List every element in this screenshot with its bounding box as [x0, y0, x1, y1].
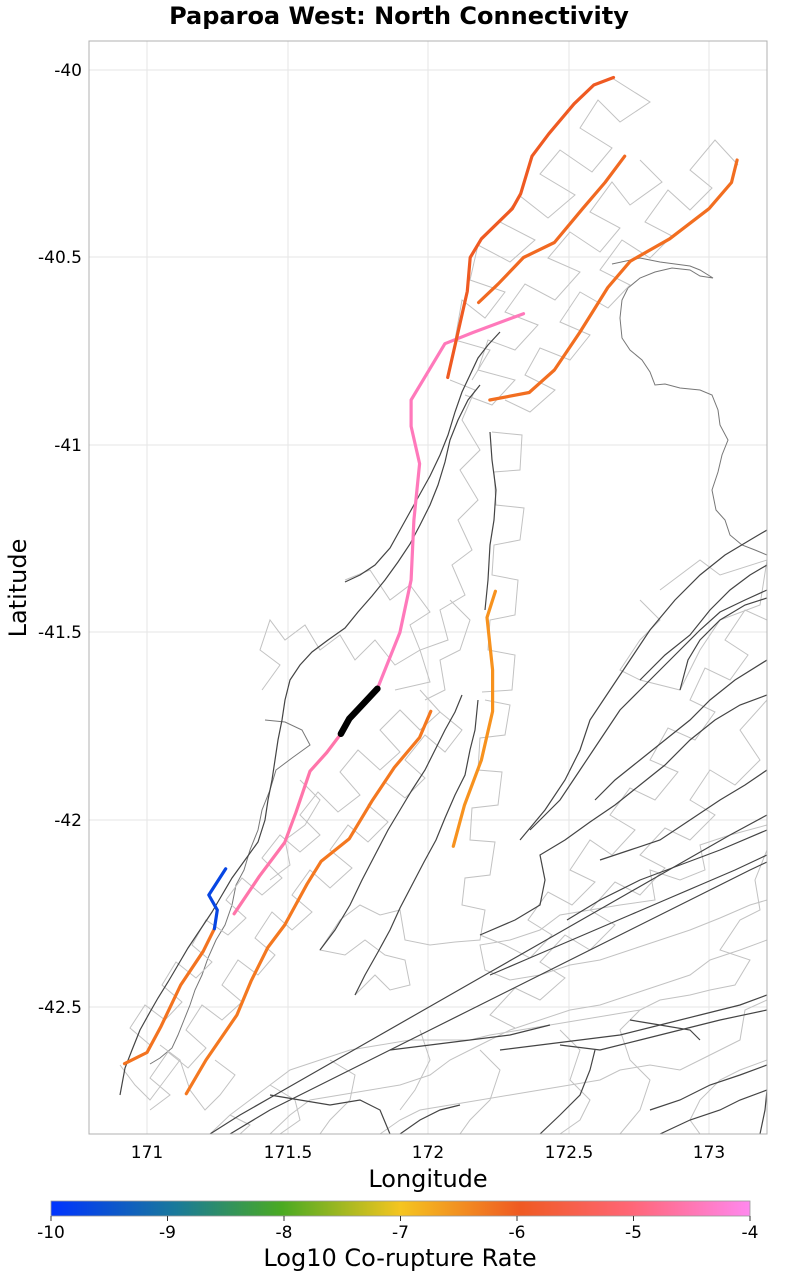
subsection-outline — [464, 159, 663, 406]
fault-trace — [229, 861, 767, 1134]
plot-frame — [88, 40, 768, 1135]
ytick-label: -42.5 — [38, 998, 82, 1018]
subsection-outline — [399, 1009, 767, 1134]
subsection-outline — [119, 1044, 236, 1111]
fault-trace — [594, 659, 767, 801]
subsection-outline — [229, 1059, 356, 1134]
coastline-west — [149, 719, 311, 1065]
ytick-label: -40 — [54, 61, 82, 81]
rupture-trace — [122, 927, 216, 1066]
subsection-outline — [394, 379, 481, 691]
fault-trace — [659, 1089, 767, 1134]
colorbar-label: Log10 Co-rupture Rate — [263, 1244, 536, 1272]
x-axis-label: Longitude — [368, 1165, 487, 1193]
x-axis: 171 171.5 172 172.5 173 Longitude — [131, 1143, 725, 1193]
subsection-outline — [269, 939, 767, 1134]
fault-trace — [639, 564, 767, 681]
rupture-traces — [122, 75, 739, 1096]
ytick-label: -41.5 — [38, 623, 82, 643]
subsection-outline — [479, 609, 767, 959]
source-section-trace — [337, 685, 381, 738]
ytick-label: -41 — [54, 436, 82, 456]
subsection-outline — [259, 569, 431, 691]
fault-trace — [529, 589, 767, 831]
fault-trace — [599, 769, 767, 861]
cb-tick-label: -5 — [625, 1223, 642, 1243]
fault-trace — [319, 694, 463, 951]
xtick-label: 173 — [693, 1143, 725, 1163]
fault-trace — [484, 431, 497, 611]
fault-trace — [479, 694, 767, 936]
rupture-trace — [477, 154, 627, 305]
fault-trace — [759, 1089, 767, 1134]
subsection-outline — [619, 559, 767, 691]
fault-trace — [499, 994, 767, 1051]
cb-tick-label: -8 — [276, 1223, 293, 1243]
cb-tick-label: -7 — [392, 1223, 409, 1243]
rupture-trace — [446, 75, 616, 380]
rupture-trace — [184, 709, 433, 1096]
fault-trace — [354, 699, 479, 996]
rupture-trace — [451, 589, 497, 848]
fault-trace — [269, 1094, 391, 1134]
fault-trace — [539, 1049, 596, 1134]
subsection-outline — [269, 599, 471, 881]
ytick-label: -42 — [54, 811, 82, 831]
fault-trace — [399, 1104, 461, 1134]
xtick-label: 172.5 — [545, 1143, 594, 1163]
subsection-outlines — [119, 77, 767, 1134]
chart-title: Paparoa West: North Connectivity — [169, 2, 629, 30]
fault-trace — [566, 829, 767, 921]
colorbar-gradient — [50, 1200, 751, 1217]
xtick-label: 171.5 — [264, 1143, 313, 1163]
fault-trace — [679, 597, 767, 691]
rupture-trace — [375, 312, 526, 691]
subsection-outline — [481, 431, 525, 693]
rupture-trace — [488, 158, 739, 402]
xtick-label: 171 — [131, 1143, 163, 1163]
subsection-outline — [319, 699, 511, 996]
subsection-outline — [379, 999, 767, 1134]
coastline — [611, 257, 767, 556]
fault-trace — [344, 331, 501, 583]
xtick-label: 172 — [412, 1143, 444, 1163]
fault-trace — [519, 529, 767, 841]
ytick-label: -40.5 — [38, 248, 82, 268]
rupture-trace — [207, 867, 228, 931]
fault-network — [119, 77, 767, 1134]
y-axis-label: Latitude — [4, 539, 32, 638]
cb-tick-label: -6 — [509, 1223, 526, 1243]
fault-trace — [649, 1064, 767, 1111]
fault-trace — [559, 1009, 767, 1051]
fault-traces — [119, 331, 767, 1134]
cb-tick-label: -4 — [742, 1223, 759, 1243]
subsection-outline — [129, 689, 441, 1046]
cb-tick-label: -9 — [159, 1223, 176, 1243]
fault-trace — [119, 384, 481, 1096]
fault-trace — [489, 854, 767, 976]
cb-tick-label: -10 — [37, 1223, 65, 1243]
fault-trace — [629, 1019, 701, 1041]
subsection-outline — [479, 824, 767, 981]
rupture-trace — [232, 732, 343, 916]
subsection-outline — [489, 699, 767, 1029]
colorbar: -10 -9 -8 -7 -6 -5 -4 Log10 Co-rupture R… — [37, 1200, 759, 1272]
fault-trace — [389, 1024, 551, 1051]
y-axis: -40 -40.5 -41 -41.5 -42 -42.5 Latitude — [4, 61, 82, 1018]
